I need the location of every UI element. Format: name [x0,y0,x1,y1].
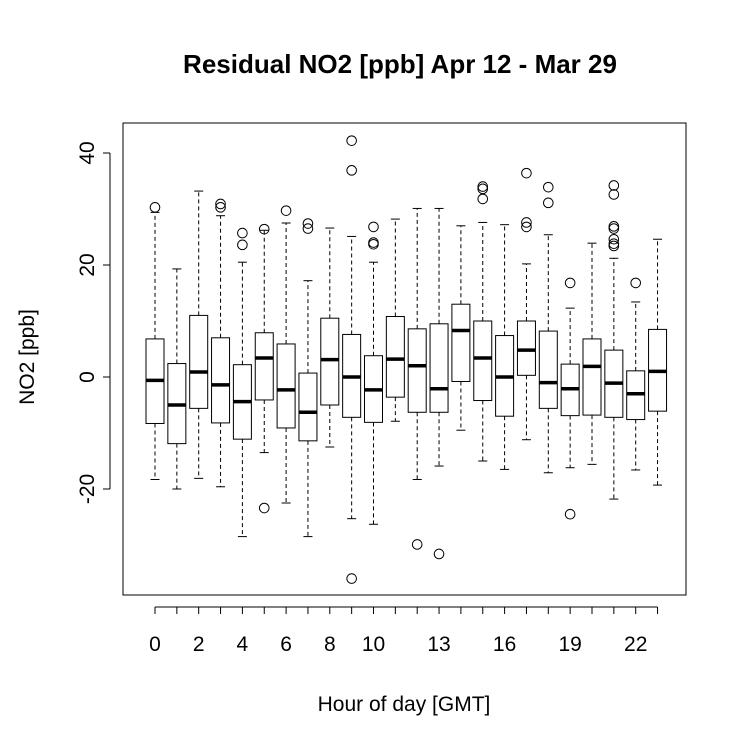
outlier-point [477,181,489,192]
x-tick-label: 16 [493,633,516,656]
outlier-point [433,548,445,560]
outlier-point [543,181,554,193]
box-hour-0 [145,202,165,480]
outlier-point [477,183,489,195]
outlier-point [521,217,532,228]
outlier-point [608,233,620,245]
outlier-point [477,193,489,205]
outlier-point [521,221,532,233]
iqr-box [538,330,558,409]
iqr-box [407,328,427,413]
x-tick-label: 22 [624,633,647,656]
x-tick-label: 2 [193,633,205,656]
x-tick-label: 8 [324,633,336,656]
outlier-point [608,238,620,250]
box-hour-3 [211,198,231,488]
x-axis-label: Hour of day [GMT] [318,693,491,716]
y-axis: -20 0 20 40 [76,141,111,504]
box-hour-4 [232,227,252,538]
outlier-point [302,223,314,234]
iqr-box [451,303,471,382]
outlier-point [302,218,314,229]
x-tick-label: 0 [149,633,161,656]
y-tick-label: 0 [76,371,99,383]
iqr-box [298,372,318,442]
plot-frame [122,122,687,596]
outlier-point [608,180,620,191]
iqr-box [516,320,536,376]
outlier-point [368,237,379,248]
outlier-point [564,508,576,520]
iqr-box [211,337,231,424]
x-tick-label: 6 [280,633,292,656]
box-hour-12 [407,207,427,550]
outlier-point [280,205,292,216]
outlier-point [346,165,357,176]
outlier-point [258,223,270,235]
box-hour-7 [298,218,318,538]
outlier-point [608,189,620,200]
chart-title: Residual NO2 [ppb] Apr 12 - Mar 29 [183,49,617,79]
outlier-point [258,502,270,514]
iqr-box [189,314,209,409]
iqr-box [320,317,340,406]
y-axis-label: NO2 [ppb] [16,309,39,405]
box-hour-8 [320,227,340,448]
box-hour-19 [560,277,580,520]
iqr-box [429,323,449,413]
y-tick-label: 20 [76,253,99,276]
outlier-point [215,202,226,213]
outlier-point [346,135,357,146]
x-axis: 0 2 4 6 8 10 13 16 19 22 [149,606,659,656]
outlier-point [215,198,226,210]
x-tick-label: 19 [558,633,581,656]
box-hour-23 [648,238,668,486]
box-hour-11 [385,218,405,422]
outlier-point [237,239,248,251]
outlier-point [564,277,576,289]
box-hour-18 [538,181,558,474]
box-hour-10 [364,221,383,525]
x-tick-label: 10 [362,633,385,656]
iqr-box [276,343,296,429]
box-hour-22 [626,277,646,471]
box-hour-5 [254,223,274,514]
outlier-point [630,277,642,289]
boxplot-series [145,135,668,584]
box-hour-9 [342,135,362,584]
y-tick-label: -20 [76,474,99,504]
box-hour-17 [516,167,536,441]
outlier-point [608,221,620,232]
box-hour-16 [495,224,515,470]
iqr-box [473,320,493,402]
iqr-box [254,332,274,401]
iqr-box [385,316,405,398]
x-tick-label: 4 [237,633,249,656]
box-hour-1 [167,268,187,490]
y-tick-label: 40 [76,141,99,164]
outlier-point [543,197,554,209]
box-hour-13 [429,207,449,560]
box-hour-2 [189,190,209,479]
box-hour-15 [473,181,493,462]
outlier-point [237,227,248,239]
outlier-point [608,223,620,234]
iqr-box [582,338,602,416]
outlier-point [521,167,532,179]
box-hour-20 [582,242,602,465]
outlier-point [411,539,423,550]
box-hour-21 [604,180,624,500]
outlier-point [368,221,379,233]
x-tick-label: 13 [427,633,450,656]
box-hour-6 [276,205,296,504]
outlier-point [149,202,161,213]
box-hour-14 [451,225,471,431]
outlier-point [346,573,357,584]
